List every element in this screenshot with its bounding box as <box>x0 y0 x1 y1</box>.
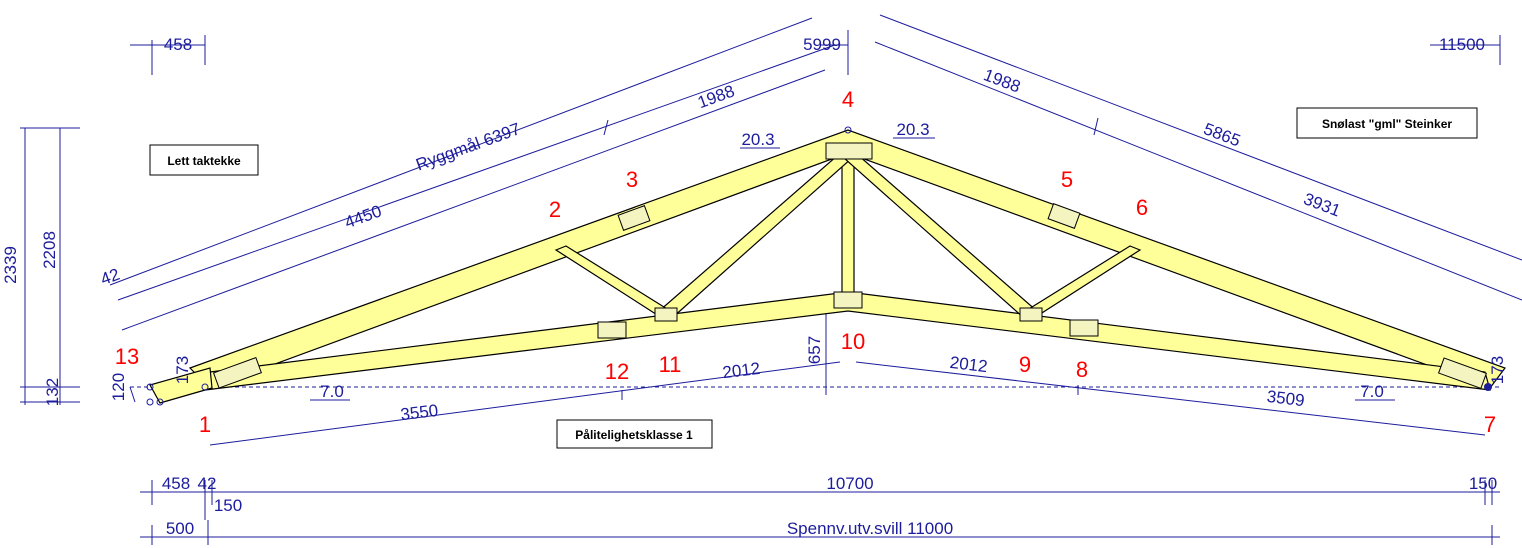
node-label: 10 <box>841 329 865 354</box>
dimension: 1988 <box>981 65 1023 96</box>
note: Pålitelighetsklasse 1 <box>575 428 693 442</box>
dimension: 7.0 <box>320 382 344 401</box>
dimension: 1988 <box>695 81 737 112</box>
dimension: Ryggmål 6397 <box>413 119 523 174</box>
node-label: 1 <box>199 412 211 437</box>
dimension: 150 <box>1469 474 1497 493</box>
web <box>556 246 672 318</box>
node-label: 13 <box>115 344 139 369</box>
note: Lett taktekke <box>167 154 241 168</box>
dimension-lines <box>20 15 1522 545</box>
dimension: 7.0 <box>1360 382 1384 401</box>
node-label: 6 <box>1136 195 1148 220</box>
node-label: 11 <box>659 352 682 377</box>
note: Snølast "gml" Steinker <box>1322 117 1452 131</box>
dimension: 3550 <box>399 401 439 424</box>
node-label: 2 <box>549 197 561 222</box>
dimension: 657 <box>805 336 824 364</box>
dimension: 458 <box>162 474 190 493</box>
dimension: 2012 <box>721 359 761 382</box>
dimension: Spennv.utv.svill 11000 <box>787 519 953 538</box>
dimension: 3931 <box>1301 189 1343 220</box>
web <box>1024 246 1140 318</box>
dimension: 3509 <box>1266 387 1306 410</box>
dimension: 458 <box>164 35 192 54</box>
dimension: 42 <box>198 474 217 493</box>
king-post <box>842 153 854 298</box>
dimension: 4450 <box>342 201 384 232</box>
dimension: 500 <box>166 519 194 538</box>
dimension: 2339 <box>1 246 20 284</box>
node-label: 9 <box>1019 352 1031 377</box>
dimension: 2012 <box>949 353 989 376</box>
dimension: 5999 <box>803 35 841 54</box>
dimension: 173 <box>1488 356 1507 384</box>
node-label: 4 <box>842 87 854 112</box>
truss-drawing: Lett taktekke Snølast "gml" Steinker Pål… <box>0 0 1522 548</box>
dimension: 150 <box>214 496 242 515</box>
dimension: 11500 <box>1439 35 1485 54</box>
dimension: 120 <box>109 373 128 401</box>
node-label: 5 <box>1061 167 1073 192</box>
dimension: 10700 <box>826 474 873 493</box>
node-label: 3 <box>626 167 638 192</box>
dimension: 132 <box>43 378 62 406</box>
node-label: 7 <box>1484 412 1496 437</box>
node-label: 8 <box>1076 357 1088 382</box>
dimension: 173 <box>173 356 192 384</box>
node-label: 12 <box>605 359 629 384</box>
dimension: 42 <box>98 265 122 289</box>
dimension: 20.3 <box>896 120 929 139</box>
dimension: 20.3 <box>741 130 774 149</box>
dimension: 2208 <box>40 231 59 269</box>
